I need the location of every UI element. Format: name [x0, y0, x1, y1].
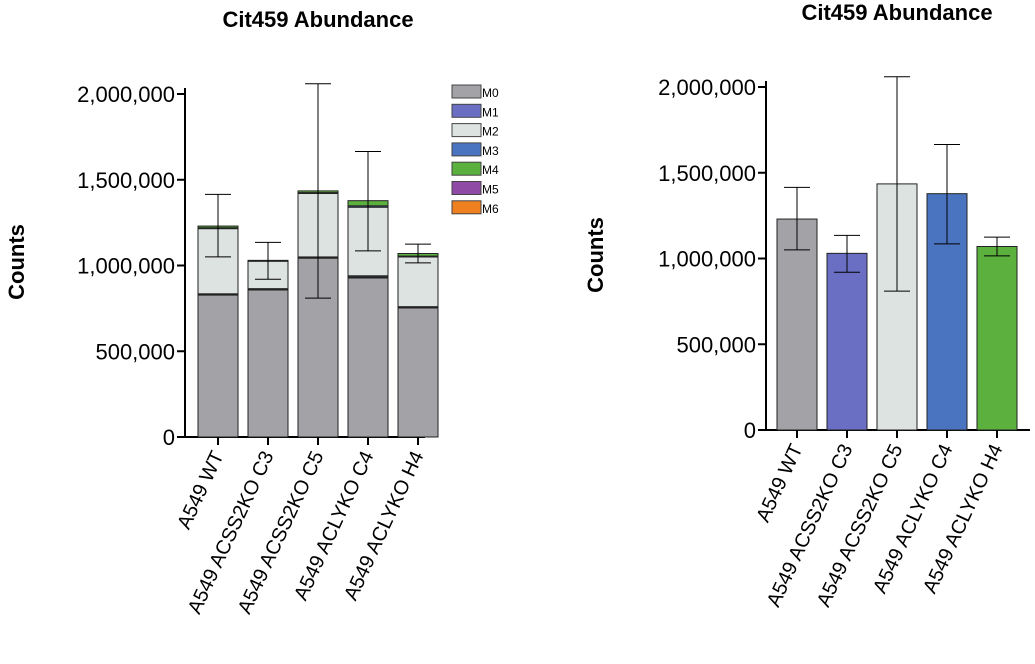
y-axis-label: Counts: [4, 224, 29, 300]
error-bars: [205, 83, 431, 299]
y-tick-label: 1,500,000: [658, 161, 756, 186]
chart-title: Cit459 Abundance: [222, 7, 413, 32]
legend-label: M4: [482, 163, 499, 177]
legend-label: M3: [482, 144, 499, 158]
legend-swatch-m6: [451, 200, 482, 215]
y-tick-label: 1,000,000: [658, 247, 756, 272]
legend-swatch-m2: [451, 123, 482, 138]
bar-chart: Cit459 Abundance Counts 0 500,000 1,000,00…: [583, 0, 1030, 610]
x-tick-label: A549 WT: [173, 448, 228, 533]
legend-label: M1: [482, 105, 499, 119]
legend-swatch-m0: [451, 84, 482, 99]
y-tick-label: 1,500,000: [77, 168, 175, 193]
y-tick-label: 1,000,000: [77, 254, 175, 279]
y-tick-label: 2,000,000: [658, 75, 756, 100]
x-tick-label: A549 WT: [752, 441, 807, 526]
error-bars: [784, 76, 1010, 292]
y-axis: 0 500,000 1,000,000 1,500,000 2,000,000: [77, 82, 425, 450]
legend-label: M5: [482, 183, 499, 197]
legend-swatch-m1: [451, 103, 482, 118]
y-tick-label: 0: [744, 418, 756, 443]
bar-segment-m0: [347, 277, 389, 438]
legend-swatch-m4: [451, 161, 482, 176]
bar-segment-m0: [197, 294, 239, 438]
legend-label: M2: [482, 125, 499, 139]
legend-swatch-m5: [451, 181, 482, 195]
legend: M0 M1 M2 M3 M4 M5 M6: [451, 84, 499, 216]
bar: [776, 218, 818, 431]
y-tick-label: 500,000: [95, 339, 175, 364]
bar: [826, 252, 868, 431]
bar: [976, 245, 1018, 431]
legend-swatch-m3: [451, 142, 482, 157]
legend-label: M0: [482, 86, 499, 100]
chart-title: Cit459 Abundance: [801, 0, 992, 25]
y-tick-label: 0: [163, 425, 175, 450]
bar-segment-m2: [397, 256, 439, 308]
legend-label: M6: [482, 202, 499, 216]
y-axis-label: Counts: [583, 217, 608, 293]
bar-segment-m0: [397, 307, 439, 438]
y-tick-label: 500,000: [676, 332, 756, 357]
y-tick-label: 2,000,000: [77, 82, 175, 107]
stacked-bar-chart: Cit459 Abundance Counts 0 500,000 1,000,00…: [4, 7, 499, 617]
bar-segment-m0: [247, 289, 289, 438]
y-axis: 0 500,000 1,000,000 1,500,000 2,000,000: [658, 75, 1030, 443]
